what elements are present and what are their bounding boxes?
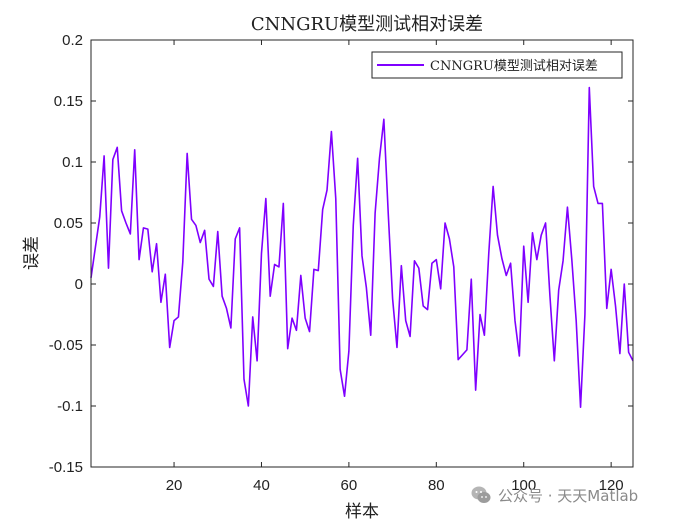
x-axis: 20 40 60 80 100 120: [166, 40, 624, 494]
y-tick-label: 0: [75, 276, 83, 293]
x-axis-label: 样本: [345, 502, 379, 522]
watermark-text: 公众号 · 天天Matlab: [498, 486, 639, 505]
x-tick-label: 100: [511, 477, 536, 494]
legend-label: CNNGRU模型测试相对误差: [430, 59, 598, 74]
x-tick-label: 120: [599, 477, 624, 494]
x-tick-label: 60: [341, 477, 358, 494]
y-tick-label: 0.2: [62, 32, 83, 49]
watermark: 公众号 · 天天Matlab: [470, 484, 638, 506]
y-tick-label: 0.1: [62, 154, 83, 171]
x-tick-label: 40: [253, 477, 270, 494]
y-tick-label: -0.05: [49, 337, 83, 354]
series-layer: [90, 86, 634, 409]
legend: CNNGRU模型测试相对误差: [371, 51, 623, 79]
y-axis: -0.15 -0.1 -0.05 0 0.05 0.1 0.15 0.2: [49, 32, 633, 476]
y-axis-label: 误差: [22, 236, 42, 270]
wechat-icon: [470, 484, 492, 506]
x-tick-label: 80: [428, 477, 445, 494]
y-tick-label: -0.1: [57, 398, 83, 415]
chart-title: CNNGRU模型测试相对误差: [251, 14, 483, 35]
axes-box: [90, 39, 634, 468]
y-tick-label: 0.15: [54, 93, 83, 110]
series-line-0: [90, 86, 634, 409]
x-tick-label: 20: [166, 477, 183, 494]
y-tick-label: -0.15: [49, 459, 83, 476]
y-tick-label: 0.05: [54, 215, 83, 232]
